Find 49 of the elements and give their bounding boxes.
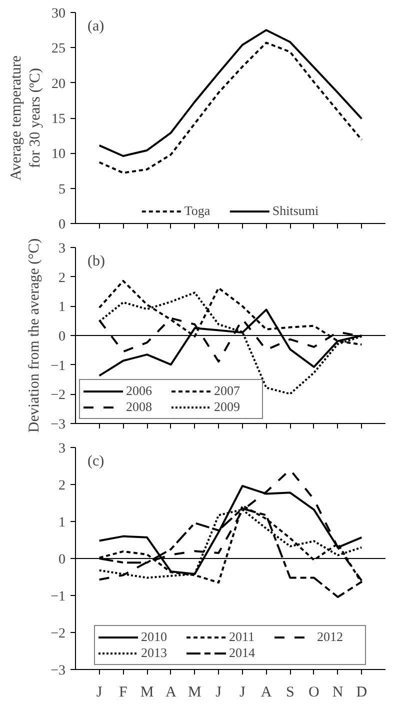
legend-label: Toga xyxy=(184,203,212,219)
x-tick-label: N xyxy=(332,684,344,700)
x-tick-label: F xyxy=(119,684,128,700)
y-tick-label: −1 xyxy=(50,590,66,604)
y-tick-label: −2 xyxy=(50,626,66,642)
y-axis-title: Deviation from the average (°C) xyxy=(26,238,43,433)
y-tick-label: 2 xyxy=(58,270,66,286)
y-tick-label: 5 xyxy=(58,182,66,198)
legend-label: 2011 xyxy=(229,629,256,645)
annotation: (a) xyxy=(88,18,104,34)
y-tick-label: 10 xyxy=(52,147,66,162)
legend-label: 2009 xyxy=(214,399,241,415)
y-tick-label: 1 xyxy=(58,300,66,316)
y-tick-label: 0 xyxy=(58,330,66,344)
y-tick-label: −3 xyxy=(50,664,66,678)
y-tick-label: 1 xyxy=(58,516,66,530)
annotation: (b) xyxy=(88,254,105,270)
y-tick-label: 20 xyxy=(52,76,66,92)
y-tick-label: −3 xyxy=(50,418,66,432)
legend-label: 2012 xyxy=(317,629,344,645)
y-tick-label: 15 xyxy=(52,112,66,127)
y-tick-label: 25 xyxy=(52,42,66,57)
x-tick-label: A xyxy=(165,684,176,700)
x-tick-label: J xyxy=(96,684,102,700)
y-tick-label: 3 xyxy=(58,242,66,256)
x-tick-label: A xyxy=(260,684,272,700)
x-tick-label: O xyxy=(308,684,320,700)
legend-label: 2008 xyxy=(126,399,153,415)
legend-label: 2006 xyxy=(126,383,153,399)
y-tick-label: 0 xyxy=(58,218,66,232)
x-tick-label: S xyxy=(286,684,294,700)
x-tick-label: J xyxy=(216,684,222,700)
y-tick-label: −1 xyxy=(50,358,66,374)
y-axis-title: Average temperature for 30 years (ºC) xyxy=(8,55,44,181)
y-tick-label: −2 xyxy=(50,388,66,404)
legend-label: 2010 xyxy=(141,629,168,645)
y-tick-label: 2 xyxy=(58,478,66,494)
legend-label: 2007 xyxy=(214,383,241,399)
x-tick-label: M xyxy=(140,684,154,700)
y-tick-label: 3 xyxy=(58,442,66,456)
x-tick-label: J xyxy=(240,684,246,700)
legend-label: 2013 xyxy=(141,645,168,661)
legend-label: Shitsumi xyxy=(272,203,319,219)
y-tick-label: 30 xyxy=(52,6,66,22)
x-tick-label: D xyxy=(356,684,368,700)
annotation: (c) xyxy=(88,454,104,470)
legend-label: 2014 xyxy=(229,645,256,661)
y-tick-label: 0 xyxy=(58,552,66,568)
x-tick-label: M xyxy=(188,684,202,700)
